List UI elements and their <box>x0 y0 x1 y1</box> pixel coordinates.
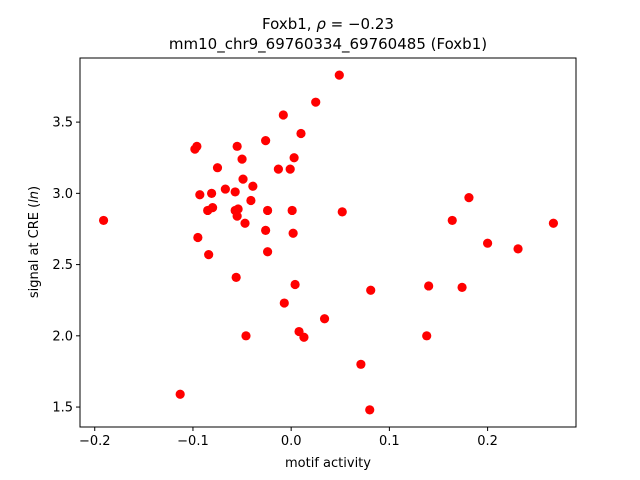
rho-symbol: ρ <box>316 15 326 33</box>
data-point <box>334 70 344 80</box>
x-tick-label: −0.2 <box>79 434 111 449</box>
data-point <box>296 128 306 139</box>
data-point <box>237 154 247 164</box>
data-point <box>285 164 295 174</box>
y-tick-label: 2.0 <box>52 329 73 344</box>
data-point <box>263 247 273 257</box>
data-point <box>220 184 230 194</box>
data-point <box>207 202 218 213</box>
x-tick-label: 0.0 <box>281 434 302 449</box>
data-point <box>299 332 309 342</box>
data-point <box>263 205 273 216</box>
data-point <box>319 314 330 324</box>
data-point <box>195 190 205 200</box>
data-point <box>204 250 214 260</box>
data-point <box>207 188 217 198</box>
data-point <box>278 110 288 120</box>
data-point <box>232 141 242 151</box>
data-point <box>548 218 559 228</box>
y-tick-label: 3.0 <box>52 187 73 202</box>
data-point <box>261 225 271 235</box>
data-point <box>240 218 250 228</box>
data-point <box>337 207 347 217</box>
data-point <box>241 331 251 341</box>
data-point <box>311 97 321 107</box>
data-point <box>232 211 242 221</box>
data-point <box>212 163 223 173</box>
chart-title-line2: mm10_chr9_69760334_69760485 (Foxb1) <box>169 35 487 54</box>
x-axis-label: motif activity <box>285 456 371 471</box>
plot-frame <box>79 57 577 428</box>
data-point <box>289 153 299 163</box>
data-point <box>424 281 434 291</box>
data-point <box>233 204 243 214</box>
data-point <box>175 389 185 399</box>
y-axis-label: signal at CRE (ln) <box>27 186 42 298</box>
data-point <box>279 298 289 308</box>
data-point <box>273 164 283 174</box>
data-point <box>290 279 300 290</box>
data-point <box>248 181 258 191</box>
y-tick-label: 1.5 <box>52 401 73 416</box>
data-point <box>457 282 467 292</box>
data-point <box>287 205 297 216</box>
y-tick-label: 2.5 <box>52 258 73 273</box>
data-point <box>483 238 493 248</box>
data-point <box>356 359 366 369</box>
ticks-layer: −0.2 −0.1 0.0 0.1 0.2 1.5 2.0 2.5 3.0 3.5 <box>52 116 498 449</box>
points-layer <box>98 70 559 415</box>
data-point <box>261 136 271 146</box>
y-tick-label: 3.5 <box>52 116 73 131</box>
data-point <box>230 187 240 197</box>
data-point <box>231 272 241 283</box>
x-tick-label: 0.2 <box>477 434 498 449</box>
x-tick-label: −0.1 <box>177 434 209 449</box>
data-point <box>447 215 457 226</box>
data-point <box>192 141 202 151</box>
data-point <box>513 244 523 254</box>
data-point <box>366 285 376 295</box>
data-point <box>246 195 256 206</box>
data-point <box>422 331 432 341</box>
data-point <box>365 405 375 415</box>
data-point <box>464 193 474 203</box>
y-axis-label-italic: ln <box>27 191 42 203</box>
chart-title-line1: Foxb1, ρ = −0.23 <box>262 15 394 33</box>
data-point <box>193 232 203 243</box>
data-point <box>98 215 109 226</box>
data-point <box>238 174 248 184</box>
x-tick-label: 0.1 <box>379 434 400 449</box>
data-point <box>288 228 298 238</box>
